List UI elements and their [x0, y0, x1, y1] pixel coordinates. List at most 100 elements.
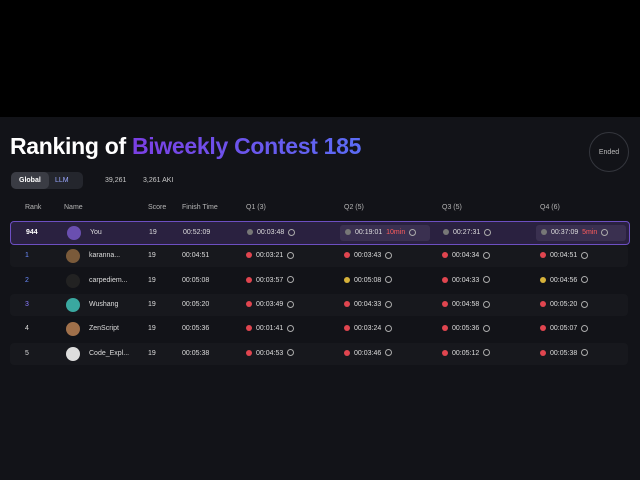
time: 00:04:33	[354, 300, 382, 308]
participants: 39,261	[105, 177, 127, 184]
title-highlight: Biweekly Contest 185	[131, 133, 362, 159]
tab-bar: Global LLM	[11, 172, 83, 189]
time: 00:03:21	[256, 252, 284, 260]
question-time: 00:04:51	[540, 245, 589, 267]
time: 00:03:48	[257, 229, 285, 236]
status-icon	[345, 229, 351, 236]
question-time: 00:05:36	[442, 318, 491, 340]
replay-icon	[581, 251, 589, 259]
question-time: 00:37:09 5min	[541, 222, 609, 244]
status-icon	[443, 229, 449, 236]
status-icon	[541, 229, 547, 236]
avatar	[66, 346, 80, 361]
replay-icon	[385, 276, 393, 284]
time: 00:04:33	[452, 276, 480, 284]
question-time: 00:05:12	[442, 343, 491, 365]
user-name[interactable]: ZenScript	[89, 325, 119, 333]
replay-icon	[581, 276, 589, 284]
time: 00:04:58	[452, 300, 480, 308]
status-icon	[344, 325, 350, 332]
question-time: 00:04:56	[540, 270, 589, 292]
avatar	[66, 297, 80, 312]
time: 00:05:36	[452, 325, 480, 333]
status-icon	[344, 301, 350, 308]
status-icon	[246, 276, 252, 283]
rank: 2	[25, 276, 29, 284]
user-name[interactable]: Code_Expl...	[89, 349, 130, 357]
tab[interactable]: LLM	[55, 177, 69, 184]
time: 00:04:34	[452, 252, 480, 260]
replay-icon	[385, 251, 393, 259]
time: 00:19:01	[355, 229, 383, 236]
rank: 1	[25, 252, 29, 260]
status-icon	[344, 276, 350, 283]
status-icon	[246, 325, 252, 332]
question-time: 00:05:08	[344, 270, 393, 292]
column-header: Name	[64, 204, 83, 211]
rank: 5	[25, 349, 29, 357]
finish-time: 00:05:20	[182, 300, 210, 308]
question-time: 00:03:49	[246, 294, 295, 316]
replay-icon	[287, 276, 295, 284]
time: 00:03:46	[354, 349, 382, 357]
avatar	[66, 273, 80, 288]
replay-icon	[287, 251, 295, 259]
table-row[interactable]: 3 Wushang 19 00:05:20 00:03:49 00:04:33 00:04:…	[10, 293, 628, 316]
replay-icon	[483, 251, 491, 259]
finish-time: 00:05:08	[182, 276, 210, 284]
time: 00:05:38	[550, 349, 578, 357]
status-icon	[442, 252, 448, 259]
replay-icon	[287, 349, 295, 357]
question-time: 00:19:01 10min	[345, 222, 417, 244]
question-time: 00:03:48	[247, 222, 296, 244]
user-name[interactable]: carpediem...	[89, 276, 128, 284]
replay-icon	[483, 276, 491, 284]
title: Ranking of Biweekly Contest 185	[10, 133, 361, 160]
column-header: Finish Time	[182, 204, 218, 211]
table-row[interactable]: 944 You 19 00:52:09 00:03:48 00:19:01 10min 00…	[10, 221, 630, 245]
time: 00:03:43	[354, 252, 382, 260]
user-name[interactable]: Wushang	[89, 300, 119, 308]
status-icon	[247, 229, 253, 236]
score: 19	[149, 229, 157, 236]
status-icon	[540, 301, 546, 308]
score: 19	[148, 325, 156, 333]
question-time: 00:03:24	[344, 318, 393, 340]
column-header: Q2 (5)	[344, 204, 364, 211]
replay-icon	[601, 228, 609, 236]
finish-time: 00:52:09	[183, 229, 211, 236]
column-header: Rank	[25, 204, 42, 211]
status-badge: Ended	[589, 132, 629, 172]
column-header: Q1 (3)	[246, 204, 266, 211]
time: 00:05:20	[550, 300, 578, 308]
avatar	[67, 226, 81, 240]
table-row[interactable]: 5 Code_Expl... 19 00:05:38 00:04:53 00:03:46 0…	[10, 342, 628, 365]
replay-icon	[385, 300, 393, 308]
time: 00:03:57	[256, 276, 284, 284]
aki-count: 3,261 AKI	[143, 177, 174, 184]
time: 00:04:53	[256, 349, 284, 357]
time: 00:27:31	[453, 229, 481, 236]
time: 00:04:56	[550, 276, 578, 284]
replay-icon	[385, 324, 393, 332]
replay-icon	[484, 228, 492, 236]
user-name[interactable]: You	[90, 229, 102, 236]
score: 19	[148, 349, 156, 357]
time: 00:03:49	[256, 300, 284, 308]
table-row[interactable]: 4 ZenScript 19 00:05:36 00:01:41 00:03:24 00:0…	[10, 318, 628, 340]
table-row[interactable]: 2 carpediem... 19 00:05:08 00:03:57 00:05:08 0…	[10, 270, 628, 292]
table-row[interactable]: 1 karanna... 19 00:04:51 00:03:21 00:03:43 00:…	[10, 245, 628, 268]
tab[interactable]: Global	[11, 172, 49, 189]
user-name[interactable]: karanna...	[89, 252, 121, 260]
question-time: 00:04:33	[442, 270, 491, 292]
penalty: 5min	[582, 229, 598, 236]
status-icon	[442, 301, 448, 308]
replay-icon	[409, 228, 417, 236]
column-header: Q3 (5)	[442, 204, 462, 211]
question-time: 00:04:33	[344, 294, 393, 316]
question-time: 00:04:58	[442, 294, 491, 316]
question-time: 00:01:41	[246, 318, 295, 340]
replay-icon	[581, 300, 589, 308]
column-header: Q4 (6)	[540, 204, 560, 211]
status-icon	[442, 276, 448, 283]
